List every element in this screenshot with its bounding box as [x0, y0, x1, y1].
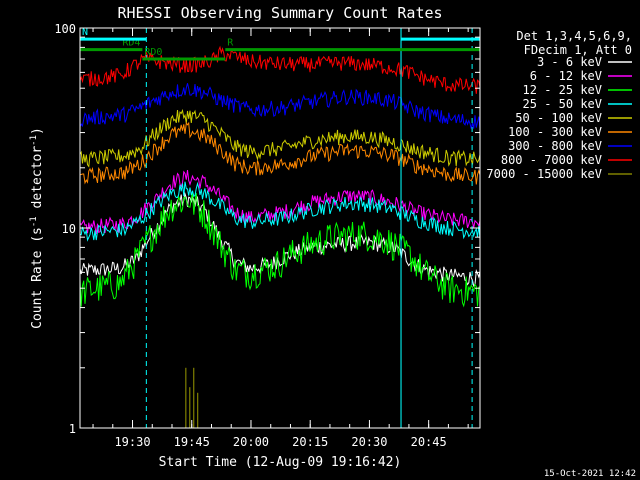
legend-item-50-100-kev: 50 - 100 keV [515, 111, 632, 125]
series-12-25-kev [79, 191, 481, 308]
series-300-800-kev [79, 83, 481, 129]
x-tick-label: 20:15 [292, 435, 328, 449]
y-axis-label: Count Rate (s-1 detector-1) [29, 127, 45, 329]
legend-label: 3 - 6 keV [537, 55, 602, 69]
x-tick-label: 19:45 [174, 435, 210, 449]
x-tick-label: 19:30 [114, 435, 150, 449]
legend-item-12-25-kev: 12 - 25 keV [523, 83, 632, 97]
x-axis-label: Start Time (12-Aug-09 19:16:42) [159, 455, 402, 470]
series-100-300-kev [79, 121, 481, 185]
series-line-100-300-kev [79, 121, 481, 185]
legend-label: 12 - 25 keV [523, 83, 602, 97]
legend-item-800-7000-kev: 800 - 7000 keV [501, 153, 632, 167]
annotation-label-n: N [82, 27, 88, 38]
y-tick-label: 10 [62, 222, 76, 236]
x-tick-label: 20:00 [233, 435, 269, 449]
legend-label: 300 - 800 keV [508, 139, 602, 153]
x-tick-label: 20:30 [351, 435, 387, 449]
annotation-label-rd0: RD0 [144, 47, 162, 58]
x-tick-label: 20:45 [411, 435, 447, 449]
legend-item-7000-15000-kev: 7000 - 15000 keV [486, 167, 632, 181]
legend-item-300-800-kev: 300 - 800 keV [508, 139, 632, 153]
legend-label: 800 - 7000 keV [501, 153, 602, 167]
legend-label: 50 - 100 keV [515, 111, 602, 125]
annotation-label-r: R [227, 38, 234, 49]
timestamp: 15-Oct-2021 12:42 [544, 469, 636, 479]
series-800-7000-kev [79, 45, 481, 94]
legend-label: 6 - 12 keV [530, 69, 602, 83]
legend-item-25-50-kev: 25 - 50 keV [523, 97, 632, 111]
series-7000-15000-kev [185, 367, 199, 428]
series-line-300-800-kev [79, 83, 481, 129]
y-tick-label: 100 [54, 22, 76, 36]
series-line-800-7000-kev [79, 45, 481, 94]
legend-label: 25 - 50 keV [523, 97, 602, 111]
annotation-label-rd4: RD4 [122, 38, 140, 49]
legend-label: 7000 - 15000 keV [486, 167, 602, 181]
legend-header: FDecim 1, Att 0 [524, 43, 632, 57]
legend-item-3-6-kev: 3 - 6 keV [537, 55, 632, 69]
legend-item-6-12-kev: 6 - 12 keV [530, 69, 632, 83]
legend-item-100-300-kev: 100 - 300 keV [508, 125, 632, 139]
chart-title: RHESSI Observing Summary Count Rates [117, 4, 442, 22]
legend-header: Det 1,3,4,5,6,9, [516, 29, 632, 43]
legend-label: 100 - 300 keV [508, 125, 602, 139]
y-tick-label: 1 [69, 422, 76, 436]
series-line-12-25-kev [79, 191, 481, 308]
legend: Det 1,3,4,5,6,9,FDecim 1, Att 03 - 6 keV… [486, 29, 632, 181]
